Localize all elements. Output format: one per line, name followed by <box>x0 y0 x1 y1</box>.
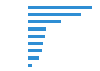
Bar <box>28 42 43 45</box>
Bar <box>28 27 46 31</box>
Bar <box>28 49 42 52</box>
Bar <box>28 13 80 16</box>
Bar <box>28 6 92 9</box>
Bar <box>28 64 32 67</box>
Bar <box>28 56 38 60</box>
Bar <box>28 20 61 23</box>
Bar <box>28 35 45 38</box>
